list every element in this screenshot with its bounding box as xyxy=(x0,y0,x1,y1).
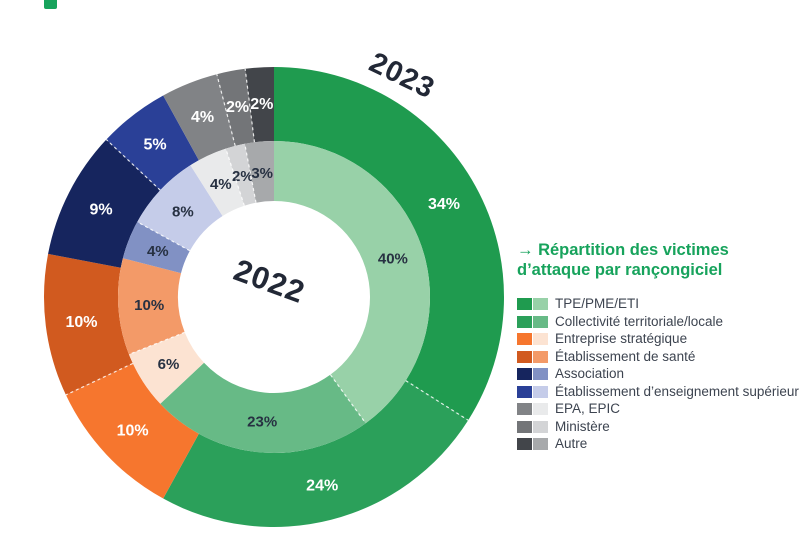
segment-divider xyxy=(244,68,256,143)
segment-2023-association xyxy=(48,139,161,268)
legend-swatch-2022 xyxy=(533,438,548,450)
legend-label: Ministère xyxy=(555,418,610,434)
legend-item-entreprise-strat-gique: Entreprise stratégique xyxy=(517,331,803,346)
segment-divider xyxy=(137,221,191,252)
value-label-2023-tpe-pme-eti: 34% xyxy=(428,196,460,213)
segment-divider xyxy=(405,380,469,421)
legend-swatch-2022 xyxy=(533,315,548,328)
legend-item-association: Association xyxy=(517,366,803,381)
value-label-2023-entreprise-strat-gique: 10% xyxy=(117,422,149,439)
value-label-2022-collectivit-territoriale-locale: 23% xyxy=(247,414,277,431)
inner-ring-year-label: 2022 xyxy=(229,252,310,310)
legend-swatch-2023 xyxy=(517,403,532,415)
value-label-2023-tablissement-d-enseignement-sup-rieur: 5% xyxy=(144,136,167,153)
legend-swatch-2023 xyxy=(517,420,532,433)
segment-divider xyxy=(329,374,367,424)
segment-divider xyxy=(216,74,236,147)
chart-title-line-1: → Répartition des victimes xyxy=(517,241,729,259)
legend-label: Établissement de santé xyxy=(555,348,696,364)
donut-segments-layer: 34%24%10%10%9%5%4%2% 2%40%23%6%10%4%8%4% 2… xyxy=(43,66,505,528)
legend-label: Entreprise stratégique xyxy=(555,331,688,346)
legend-item-minist-re: Ministère xyxy=(517,418,803,434)
value-label-2022-autre: 3% xyxy=(251,165,273,182)
legend: TPE/PME/ETI Collectivité territoriale/loc… xyxy=(517,296,803,451)
value-label-2022-tablissement-de-sant: 10% xyxy=(134,297,164,314)
cropped-green-mark xyxy=(44,0,57,9)
legend-swatch-2022 xyxy=(533,350,548,363)
legend-item-tablissement-de-sant: Établissement de santé xyxy=(517,348,803,364)
segment-2022-association xyxy=(122,221,190,274)
segment-2022-minist-re xyxy=(225,143,257,206)
legend-item-autre: Autre xyxy=(517,436,803,451)
segment-2023-minist-re xyxy=(216,68,255,146)
segment-divider xyxy=(105,139,161,191)
legend-swatch-2023 xyxy=(517,385,532,398)
legend-swatch-2022 xyxy=(533,385,548,398)
legend-swatch-2023 xyxy=(517,350,532,363)
legend-swatch-2022 xyxy=(533,403,548,415)
segment-2023-tpe-pme-eti xyxy=(274,67,505,421)
segment-2023-epa-epic xyxy=(163,74,236,161)
legend-label: Collectivité territoriale/locale xyxy=(555,313,724,329)
segment-2023-tablissement-de-sant xyxy=(43,253,133,395)
value-label-2022-entreprise-strat-gique: 6% xyxy=(158,356,180,373)
value-label-2022-association: 4% xyxy=(147,243,169,260)
legend-swatch-2023 xyxy=(517,368,532,380)
legend-swatch-2022 xyxy=(533,333,548,345)
segment-2022-entreprise-strat-gique xyxy=(128,332,205,404)
legend-swatch-2023 xyxy=(517,315,532,328)
segment-2023-tablissement-d-enseignement-sup-rieur xyxy=(106,95,199,191)
legend-item-tpe-pme-eti: TPE/PME/ETI xyxy=(517,296,803,311)
value-label-2023-association: 9% xyxy=(90,202,113,219)
legend-swatch-2022 xyxy=(533,298,548,310)
side-panel: → Répartition des victimes d’attaque par… xyxy=(517,240,803,456)
legend-swatch-2023 xyxy=(517,438,532,450)
segment-2022-tablissement-d-enseignement-sup-rieur xyxy=(137,165,223,251)
segment-2022-tpe-pme-eti xyxy=(274,141,431,424)
chart-title-line-2: d’attaque par rançongiciel xyxy=(517,261,723,279)
legend-label: Établissement d’enseignement supérieur xyxy=(555,383,799,399)
legend-label: EPA, EPIC xyxy=(555,401,621,416)
segment-2022-tablissement-de-sant xyxy=(117,258,185,355)
value-label-2022-minist-re: 2% xyxy=(232,168,254,185)
value-label-2023-minist-re: 2% xyxy=(226,99,249,116)
legend-swatch-2022 xyxy=(533,420,548,433)
legend-item-collectivit-territoriale-locale: Collectivité territoriale/locale xyxy=(517,313,803,329)
segment-divider xyxy=(65,362,134,396)
value-label-2022-tablissement-d-enseignement-sup-rieur: 8% xyxy=(172,204,194,221)
legend-swatch-2023 xyxy=(517,333,532,345)
segment-divider xyxy=(244,143,257,203)
segment-2022-autre xyxy=(244,141,274,203)
legend-label: TPE/PME/ETI xyxy=(555,296,640,311)
legend-item-epa-epic: EPA, EPIC xyxy=(517,401,803,416)
value-label-2023-autre: 2% xyxy=(250,96,273,113)
segment-2023-collectivit-territoriale-locale xyxy=(163,380,469,528)
legend-swatch-2022 xyxy=(533,368,548,380)
value-label-2023-epa-epic: 4% xyxy=(191,109,214,126)
chart-title: → Répartition des victimes d’attaque par… xyxy=(517,240,803,280)
value-label-2023-collectivit-territoriale-locale: 24% xyxy=(306,478,338,495)
value-label-2022-tpe-pme-eti: 40% xyxy=(378,251,408,268)
segment-divider xyxy=(128,331,185,355)
segment-divider xyxy=(225,148,245,206)
legend-item-tablissement-d-enseignement-sup-rieur: Établissement d’enseignement supérieur xyxy=(517,383,803,399)
segment-2023-entreprise-strat-gique xyxy=(65,363,199,499)
legend-label: Association xyxy=(555,366,625,381)
value-label-2023-tablissement-de-sant: 10% xyxy=(65,314,97,331)
segment-2022-collectivit-territoriale-locale xyxy=(160,362,366,454)
value-label-2022-epa-epic: 4% xyxy=(210,176,232,193)
legend-swatch-2023 xyxy=(517,298,532,310)
legend-label: Autre xyxy=(555,436,588,451)
